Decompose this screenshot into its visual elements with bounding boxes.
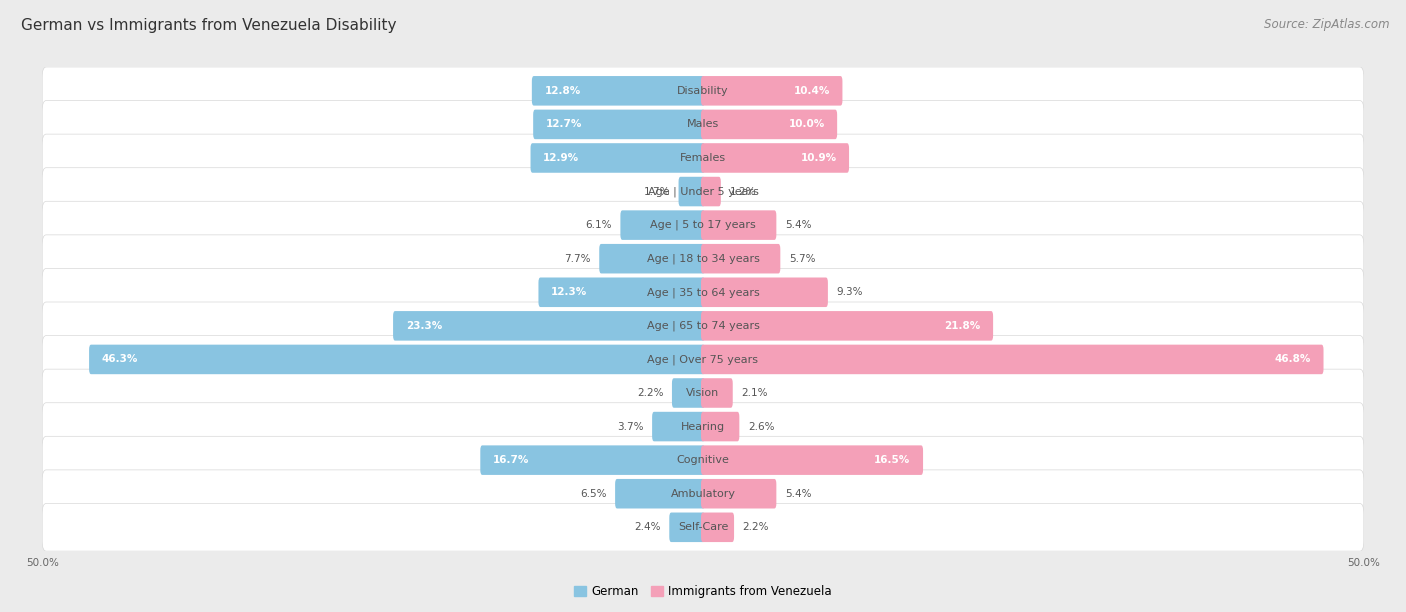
- Text: Females: Females: [681, 153, 725, 163]
- FancyBboxPatch shape: [42, 302, 1364, 349]
- FancyBboxPatch shape: [42, 269, 1364, 316]
- FancyBboxPatch shape: [702, 345, 1323, 374]
- Text: Cognitive: Cognitive: [676, 455, 730, 465]
- FancyBboxPatch shape: [42, 470, 1364, 518]
- FancyBboxPatch shape: [42, 235, 1364, 283]
- Text: Age | 18 to 34 years: Age | 18 to 34 years: [647, 253, 759, 264]
- Text: 7.7%: 7.7%: [564, 254, 591, 264]
- FancyBboxPatch shape: [702, 110, 837, 139]
- Text: 5.4%: 5.4%: [785, 489, 811, 499]
- FancyBboxPatch shape: [481, 446, 704, 475]
- FancyBboxPatch shape: [702, 446, 924, 475]
- FancyBboxPatch shape: [538, 277, 704, 307]
- Text: Age | 5 to 17 years: Age | 5 to 17 years: [650, 220, 756, 230]
- Text: 21.8%: 21.8%: [945, 321, 980, 331]
- Text: Disability: Disability: [678, 86, 728, 96]
- FancyBboxPatch shape: [669, 512, 704, 542]
- Text: Age | Over 75 years: Age | Over 75 years: [648, 354, 758, 365]
- Text: 10.0%: 10.0%: [789, 119, 824, 129]
- Text: Age | 35 to 64 years: Age | 35 to 64 years: [647, 287, 759, 297]
- Text: 5.7%: 5.7%: [789, 254, 815, 264]
- Text: 1.7%: 1.7%: [644, 187, 669, 196]
- Text: Source: ZipAtlas.com: Source: ZipAtlas.com: [1264, 18, 1389, 31]
- FancyBboxPatch shape: [702, 311, 993, 341]
- Text: Self-Care: Self-Care: [678, 522, 728, 532]
- FancyBboxPatch shape: [672, 378, 704, 408]
- FancyBboxPatch shape: [599, 244, 704, 274]
- FancyBboxPatch shape: [702, 277, 828, 307]
- FancyBboxPatch shape: [702, 76, 842, 106]
- FancyBboxPatch shape: [42, 369, 1364, 417]
- FancyBboxPatch shape: [42, 335, 1364, 383]
- Text: German vs Immigrants from Venezuela Disability: German vs Immigrants from Venezuela Disa…: [21, 18, 396, 34]
- FancyBboxPatch shape: [42, 403, 1364, 450]
- FancyBboxPatch shape: [42, 201, 1364, 249]
- FancyBboxPatch shape: [702, 479, 776, 509]
- Text: 23.3%: 23.3%: [405, 321, 441, 331]
- FancyBboxPatch shape: [42, 436, 1364, 484]
- Text: 10.4%: 10.4%: [793, 86, 830, 96]
- FancyBboxPatch shape: [42, 134, 1364, 182]
- Text: 12.9%: 12.9%: [543, 153, 579, 163]
- Text: 12.3%: 12.3%: [551, 287, 588, 297]
- FancyBboxPatch shape: [614, 479, 704, 509]
- Text: 46.8%: 46.8%: [1275, 354, 1310, 364]
- Text: Age | 65 to 74 years: Age | 65 to 74 years: [647, 321, 759, 331]
- Text: 12.8%: 12.8%: [544, 86, 581, 96]
- FancyBboxPatch shape: [530, 143, 704, 173]
- Text: 2.4%: 2.4%: [634, 522, 661, 532]
- FancyBboxPatch shape: [702, 244, 780, 274]
- Text: 9.3%: 9.3%: [837, 287, 863, 297]
- Text: Males: Males: [688, 119, 718, 129]
- FancyBboxPatch shape: [702, 378, 733, 408]
- Text: 2.2%: 2.2%: [742, 522, 769, 532]
- Text: 12.7%: 12.7%: [546, 119, 582, 129]
- FancyBboxPatch shape: [42, 67, 1364, 114]
- Text: 16.7%: 16.7%: [494, 455, 529, 465]
- Text: 5.4%: 5.4%: [785, 220, 811, 230]
- Text: 46.3%: 46.3%: [101, 354, 138, 364]
- FancyBboxPatch shape: [89, 345, 704, 374]
- Text: 2.2%: 2.2%: [637, 388, 664, 398]
- Text: 3.7%: 3.7%: [617, 422, 644, 431]
- Text: 16.5%: 16.5%: [875, 455, 911, 465]
- FancyBboxPatch shape: [42, 100, 1364, 148]
- FancyBboxPatch shape: [652, 412, 704, 441]
- FancyBboxPatch shape: [620, 211, 704, 240]
- Text: 6.5%: 6.5%: [581, 489, 606, 499]
- Legend: German, Immigrants from Venezuela: German, Immigrants from Venezuela: [569, 580, 837, 603]
- Text: Hearing: Hearing: [681, 422, 725, 431]
- Text: Vision: Vision: [686, 388, 720, 398]
- Text: 10.9%: 10.9%: [800, 153, 837, 163]
- Text: 2.6%: 2.6%: [748, 422, 775, 431]
- FancyBboxPatch shape: [531, 76, 704, 106]
- Text: 2.1%: 2.1%: [741, 388, 768, 398]
- Text: 1.2%: 1.2%: [730, 187, 756, 196]
- Text: 6.1%: 6.1%: [585, 220, 612, 230]
- FancyBboxPatch shape: [42, 168, 1364, 215]
- FancyBboxPatch shape: [394, 311, 704, 341]
- FancyBboxPatch shape: [42, 504, 1364, 551]
- FancyBboxPatch shape: [533, 110, 704, 139]
- FancyBboxPatch shape: [702, 143, 849, 173]
- Text: Age | Under 5 years: Age | Under 5 years: [648, 186, 758, 197]
- FancyBboxPatch shape: [702, 412, 740, 441]
- Text: Ambulatory: Ambulatory: [671, 489, 735, 499]
- FancyBboxPatch shape: [679, 177, 704, 206]
- FancyBboxPatch shape: [702, 211, 776, 240]
- FancyBboxPatch shape: [702, 512, 734, 542]
- FancyBboxPatch shape: [702, 177, 721, 206]
